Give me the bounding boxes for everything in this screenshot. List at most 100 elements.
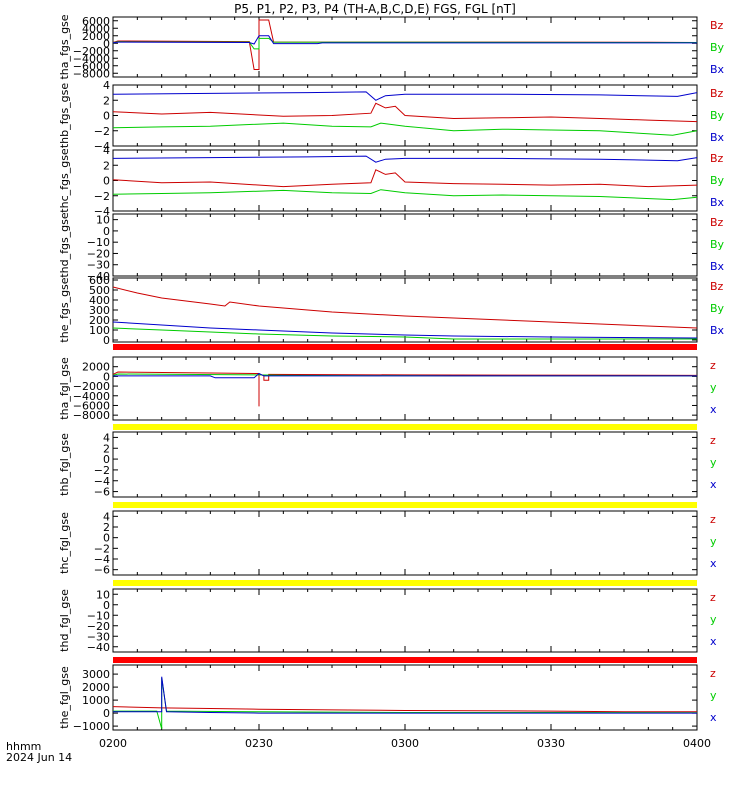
panel-ylabel: the_fgl_gse <box>58 666 71 729</box>
legend-entry: By <box>710 41 725 54</box>
y-tick-label: 2000 <box>82 361 110 374</box>
legend-entry: By <box>710 109 725 122</box>
panel-frame <box>112 664 698 731</box>
legend-entry: z <box>710 667 716 680</box>
y-tick-label: −2 <box>94 464 110 477</box>
legend-entry: By <box>710 302 725 315</box>
y-tick-label: −2 <box>94 125 110 138</box>
series-line-z <box>112 169 698 188</box>
y-tick-label: 600 <box>89 274 110 287</box>
panel-frame <box>112 213 698 277</box>
series-line-z <box>112 19 698 70</box>
legend-entry: y <box>710 689 717 702</box>
y-tick-label: 0 <box>103 225 110 238</box>
y-tick-label: −40 <box>87 270 110 283</box>
y-tick-label: 6000 <box>82 15 110 28</box>
y-tick-label: 4000 <box>82 22 110 35</box>
x-tick-label: 0400 <box>683 737 711 750</box>
status-bar <box>113 580 697 586</box>
series-line-x <box>113 372 697 379</box>
y-tick-label: 4 <box>103 144 110 157</box>
legend-entry: z <box>710 359 716 372</box>
series-line-y <box>112 327 697 340</box>
series-line-x <box>112 321 698 339</box>
legend-entry: y <box>710 381 717 394</box>
legend-entry: z <box>710 434 716 447</box>
y-tick-label: 200 <box>89 314 110 327</box>
panel-frame <box>112 16 698 78</box>
series-line-x <box>112 35 697 45</box>
y-tick-label: 3000 <box>82 668 110 681</box>
y-tick-label: −20 <box>87 247 110 260</box>
x-tick-label: 0300 <box>391 737 419 750</box>
status-bar <box>113 502 697 508</box>
legend-entry: x <box>710 478 717 491</box>
y-tick-label: −2 <box>94 542 110 555</box>
panel-ylabel: thc_fgs_gse <box>58 148 71 213</box>
series-line-z <box>112 286 698 329</box>
y-tick-label: −4 <box>94 553 110 566</box>
y-tick-label: 0 <box>103 334 110 347</box>
legend-entry: x <box>710 403 717 416</box>
y-tick-label: −30 <box>87 630 110 643</box>
y-tick-label: −4000 <box>73 390 110 403</box>
y-tick-label: 0 <box>103 707 110 720</box>
y-tick-label: 10 <box>96 588 110 601</box>
y-tick-label: 0 <box>103 599 110 612</box>
y-tick-label: 2 <box>103 442 110 455</box>
y-tick-label: −4 <box>94 475 110 488</box>
y-tick-label: −2000 <box>73 380 110 393</box>
y-tick-label: −2000 <box>73 45 110 58</box>
y-tick-label: −4 <box>94 205 110 218</box>
y-tick-label: 4 <box>103 79 110 92</box>
panel-ylabel: tha_fgl_gse <box>58 357 71 420</box>
legend-entry: x <box>710 711 717 724</box>
legend-entry: Bx <box>710 196 725 209</box>
status-bar <box>113 424 697 430</box>
y-tick-label: −8000 <box>73 409 110 422</box>
footer-hhmm: hhmm <box>6 740 42 753</box>
legend-entry: x <box>710 635 717 648</box>
y-tick-label: 0 <box>103 37 110 50</box>
y-tick-label: 4 <box>103 431 110 444</box>
status-bar <box>113 657 697 663</box>
y-tick-label: −8000 <box>73 67 110 80</box>
x-tick-label: 0330 <box>537 737 565 750</box>
legend-entry: y <box>710 535 717 548</box>
y-tick-label: −4 <box>94 140 110 153</box>
y-tick-label: 2 <box>103 159 110 172</box>
y-tick-label: 500 <box>89 284 110 297</box>
y-tick-label: −4000 <box>73 52 110 65</box>
y-tick-label: 2 <box>103 94 110 107</box>
panel-frame <box>112 431 698 498</box>
legend-entry: Bz <box>710 19 724 32</box>
y-tick-label: −6000 <box>73 399 110 412</box>
panel-frame <box>112 356 698 421</box>
legend-entry: Bx <box>710 260 725 273</box>
legend-entry: z <box>710 513 716 526</box>
y-tick-label: 400 <box>89 294 110 307</box>
panel-ylabel: tha_fgs_gse <box>58 14 71 79</box>
legend-entry: Bx <box>710 63 725 76</box>
y-tick-label: 2000 <box>82 30 110 43</box>
legend-entry: y <box>710 613 717 626</box>
legend-entry: x <box>710 557 717 570</box>
legend-entry: By <box>710 174 725 187</box>
y-tick-label: 1000 <box>82 694 110 707</box>
y-tick-label: 100 <box>89 324 110 337</box>
panel-frame <box>112 588 698 653</box>
legend-entry: Bz <box>710 280 724 293</box>
legend-entry: By <box>710 238 725 251</box>
panel-ylabel: thb_fgl_gse <box>58 433 71 496</box>
y-tick-label: 10 <box>96 214 110 227</box>
footer-date: 2024 Jun 14 <box>6 751 73 764</box>
series-line-z <box>112 102 698 123</box>
legend-entry: Bx <box>710 324 725 337</box>
y-tick-label: −6 <box>94 486 110 499</box>
panel-frame <box>112 277 698 343</box>
y-tick-label: −1000 <box>73 720 110 733</box>
y-tick-label: 0 <box>103 532 110 545</box>
legend-entry: Bx <box>710 131 725 144</box>
y-tick-label: −6 <box>94 564 110 577</box>
